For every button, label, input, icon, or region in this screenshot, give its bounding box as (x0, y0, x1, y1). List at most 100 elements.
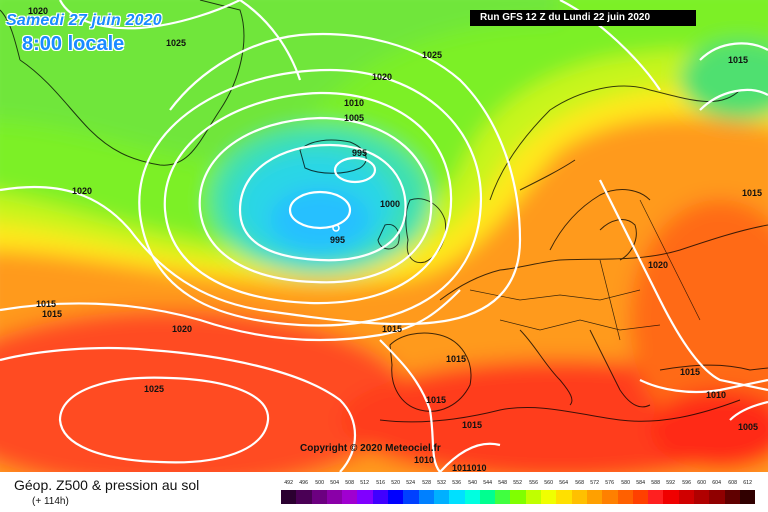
color-scale-swatch (311, 490, 327, 504)
color-scale-label: 596 (681, 480, 691, 486)
color-scale-label: 608 (727, 480, 737, 486)
color-scale-label: 492 (284, 480, 294, 486)
color-scale-swatch (571, 490, 587, 504)
color-scale-swatch (342, 490, 358, 504)
isobar-label: 1015 (462, 420, 482, 430)
forecast-time: 8:00 locale (22, 33, 125, 55)
color-scale-label: 576 (605, 480, 615, 486)
isobar-label: 1010 (706, 390, 726, 400)
isobar-label: 995 (330, 235, 345, 245)
color-scale-label: 532 (437, 480, 446, 486)
isobar-label: 1020 (172, 324, 192, 334)
color-scale-label: 536 (452, 480, 462, 486)
color-scale-label: 600 (697, 480, 707, 486)
color-scale-swatch (449, 490, 465, 504)
color-scale-label: 508 (345, 480, 355, 486)
color-scale-label: 568 (574, 480, 584, 486)
color-scale-label: 564 (559, 480, 569, 486)
color-scale-swatch (632, 490, 649, 504)
color-scale-labels: 492 496 500 504 508 512 516 520 524 528 532 536 540 5… (281, 480, 755, 490)
color-scale-label: 540 (467, 480, 477, 486)
color-scale-label: 512 (360, 480, 370, 486)
color-scale-label: 548 (498, 480, 508, 486)
color-scale-swatch (388, 490, 404, 504)
color-scale-swatch (541, 490, 557, 504)
color-scale-swatch (433, 490, 450, 504)
isobar-label: 1020 (648, 260, 668, 270)
color-scale-label: 592 (666, 480, 676, 486)
color-scale-label: 524 (406, 480, 416, 486)
color-scale-swatch (281, 490, 297, 504)
map-canvas: 1025 1025 1020 1010 1005 995 1020 1000 9… (0, 0, 768, 472)
color-scale-swatch (357, 490, 373, 504)
color-scale (281, 490, 756, 504)
legend: Géop. Z500 & pression au sol (+ 114h) 49… (0, 472, 768, 512)
isobar-label: 1025 (422, 50, 442, 60)
color-scale-swatch (617, 490, 633, 504)
color-scale-label: 584 (636, 480, 645, 486)
run-info: Run GFS 12 Z du Lundi 22 juin 2020 (470, 10, 696, 26)
isobar-label: 1020 (72, 186, 92, 196)
legend-title: Géop. Z500 & pression au sol (14, 477, 200, 493)
color-scale-swatch (602, 490, 618, 504)
low-pressure-center-icon (332, 224, 340, 232)
color-scale-swatch (556, 490, 572, 504)
isobar-label: 1020 (28, 6, 48, 16)
color-scale-swatch (418, 490, 434, 504)
legend-subtitle: (+ 114h) (32, 496, 69, 507)
color-scale-label: 544 (483, 480, 492, 486)
color-scale-label: 612 (743, 480, 752, 486)
color-scale-swatch (464, 490, 480, 504)
copyright: Copyright © 2020 Meteociel.fr (300, 443, 441, 454)
forecast-date: Samedi 27 juin 2020 (6, 12, 162, 29)
color-scale-label: 528 (421, 480, 431, 486)
color-scale-swatch (678, 490, 695, 504)
geopotential-field (0, 0, 768, 472)
isobar-label: 1005 (738, 422, 758, 432)
color-scale-label: 552 (513, 480, 523, 486)
color-scale-label: 500 (314, 480, 324, 486)
color-scale-swatch (709, 490, 725, 504)
color-scale-swatch (296, 490, 312, 504)
isobar-label: 1015 (728, 55, 748, 65)
color-scale-label: 580 (620, 480, 630, 486)
isobar-label: 1015 (382, 324, 402, 334)
color-scale-label: 560 (544, 480, 554, 486)
color-scale-swatch (586, 490, 603, 504)
color-scale-swatch (326, 490, 343, 504)
isobar-label: 1010 (414, 455, 434, 465)
color-scale-swatch (479, 490, 496, 504)
isobar-label: 1025 (144, 384, 164, 394)
color-scale-swatch (525, 490, 542, 504)
color-scale-swatch (510, 490, 526, 504)
color-scale-label: 604 (712, 480, 722, 486)
isobar-label: 1000 (380, 199, 400, 209)
isobar-label: 1011010 (452, 463, 487, 472)
isobar-label: 1015 (36, 299, 56, 309)
color-scale-label: 572 (590, 480, 599, 486)
color-scale-swatch (648, 490, 664, 504)
color-scale-swatch (495, 490, 511, 504)
weather-map: 1025 1025 1020 1010 1005 995 1020 1000 9… (0, 0, 768, 472)
color-scale-swatch (663, 490, 679, 504)
color-scale-swatch (724, 490, 740, 504)
isobar-label: 1025 (166, 38, 186, 48)
color-scale-swatch (403, 490, 419, 504)
isobar-label: 1020 (372, 72, 392, 82)
color-scale-label: 588 (651, 480, 661, 486)
pressure-labels: 1025 1025 1020 1010 1005 995 1020 1000 9… (28, 6, 762, 472)
isobar-label: 1015 (446, 354, 466, 364)
color-scale-label: 516 (376, 480, 385, 486)
color-scale-swatch (739, 490, 756, 504)
color-scale-label: 496 (299, 480, 309, 486)
coastlines (0, 0, 768, 423)
color-scale-swatch (372, 490, 389, 504)
isobar-label: 1005 (344, 113, 364, 123)
isobar-label: 995 (352, 148, 367, 158)
isobar-label: 1015 (742, 188, 762, 198)
isobar-label: 1010 (344, 98, 364, 108)
color-scale-swatch (694, 490, 710, 504)
isobars (0, 0, 768, 472)
color-scale-label: 520 (391, 480, 401, 486)
color-scale-label: 556 (529, 480, 538, 486)
